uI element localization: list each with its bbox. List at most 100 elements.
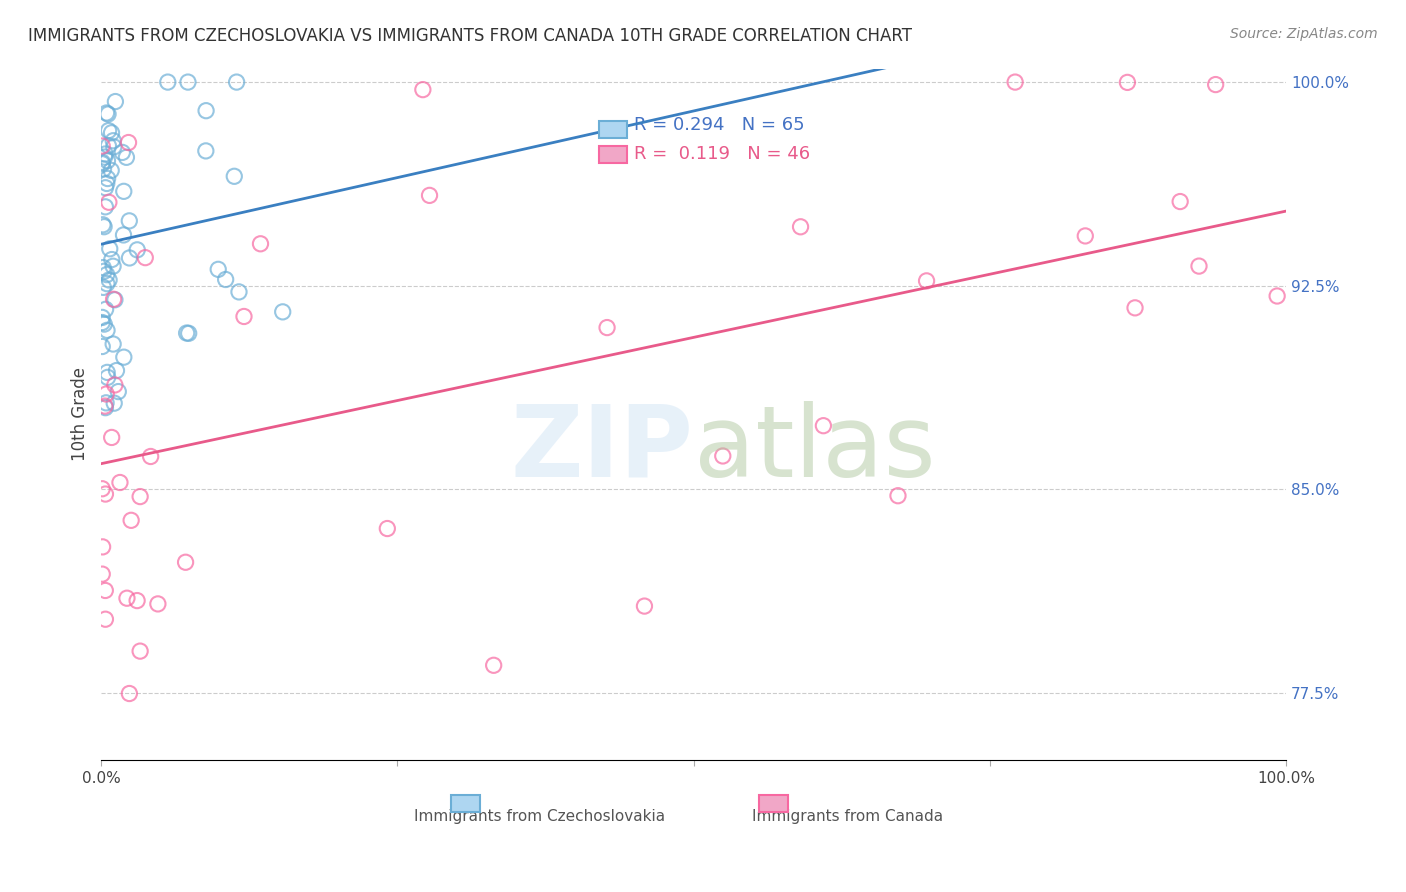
Point	[146, 597, 169, 611]
Point	[228, 285, 250, 299]
Point	[104, 293, 127, 307]
Point	[207, 262, 229, 277]
Point	[418, 188, 440, 202]
Point	[117, 136, 139, 150]
Y-axis label: 10th Grade: 10th Grade	[72, 368, 89, 461]
Point	[1123, 301, 1146, 315]
Point	[118, 251, 141, 265]
Point	[100, 163, 122, 178]
Point	[887, 489, 910, 503]
Point	[789, 219, 811, 234]
Point	[93, 161, 115, 176]
Point	[177, 326, 200, 341]
Point	[91, 310, 114, 325]
Point	[176, 326, 198, 340]
Point	[94, 583, 117, 598]
Point	[633, 599, 655, 613]
Point	[1116, 75, 1139, 89]
Point	[96, 106, 118, 120]
Text: atlas: atlas	[693, 401, 935, 498]
Point	[156, 75, 179, 89]
Point	[94, 612, 117, 626]
Point	[91, 155, 114, 169]
Point	[596, 320, 619, 334]
Point	[91, 567, 114, 582]
Point	[214, 272, 236, 286]
Point	[177, 75, 200, 89]
Point	[98, 273, 121, 287]
Bar	[759, 795, 789, 813]
Point	[1004, 75, 1026, 89]
Point	[97, 138, 120, 153]
Text: Immigrants from Czechoslovakia: Immigrants from Czechoslovakia	[413, 809, 665, 824]
Point	[94, 302, 117, 317]
Text: Immigrants from Canada: Immigrants from Canada	[752, 809, 943, 824]
Point	[1205, 78, 1227, 92]
Point	[129, 490, 152, 504]
Point	[93, 150, 115, 164]
Point	[1074, 228, 1097, 243]
Point	[101, 252, 124, 267]
Point	[129, 644, 152, 658]
Point	[93, 317, 115, 331]
Point	[112, 185, 135, 199]
Point	[97, 171, 120, 186]
Point	[97, 195, 120, 210]
Point	[134, 251, 156, 265]
Point	[174, 555, 197, 569]
Point	[91, 260, 114, 275]
Point	[103, 134, 125, 148]
Point	[96, 323, 118, 337]
Point	[103, 140, 125, 154]
Text: R = 0.294   N = 65: R = 0.294 N = 65	[634, 116, 804, 135]
Point	[97, 107, 120, 121]
Text: Source: ZipAtlas.com: Source: ZipAtlas.com	[1230, 27, 1378, 41]
Point	[101, 337, 124, 351]
Point	[711, 449, 734, 463]
Point	[96, 365, 118, 379]
Point	[91, 280, 114, 294]
Point	[233, 310, 256, 324]
Point	[101, 259, 124, 273]
Point	[115, 591, 138, 606]
Point	[1265, 289, 1288, 303]
Point	[412, 82, 434, 96]
Point	[94, 401, 117, 415]
Point	[195, 103, 218, 118]
Point	[112, 350, 135, 364]
Point	[224, 169, 246, 184]
Point	[91, 482, 114, 496]
Point	[112, 227, 135, 242]
Point	[96, 387, 118, 401]
Point	[118, 214, 141, 228]
Point	[100, 430, 122, 444]
Point	[271, 305, 294, 319]
Point	[103, 293, 125, 307]
Point	[91, 218, 114, 232]
Bar	[450, 795, 481, 813]
Point	[94, 399, 117, 413]
Point	[127, 243, 149, 257]
Point	[94, 487, 117, 501]
Point	[118, 686, 141, 700]
Point	[915, 274, 938, 288]
Point	[96, 153, 118, 168]
Point	[104, 95, 127, 109]
Text: IMMIGRANTS FROM CZECHOSLOVAKIA VS IMMIGRANTS FROM CANADA 10TH GRADE CORRELATION : IMMIGRANTS FROM CZECHOSLOVAKIA VS IMMIGR…	[28, 27, 912, 45]
Point	[96, 177, 118, 191]
Point	[225, 75, 247, 89]
Point	[1168, 194, 1191, 209]
Point	[1188, 259, 1211, 273]
Point	[91, 316, 114, 330]
Point	[104, 378, 127, 392]
Bar	[599, 121, 627, 137]
Point	[96, 268, 118, 282]
Point	[107, 384, 129, 399]
Point	[94, 180, 117, 194]
Point	[96, 277, 118, 291]
Point	[105, 363, 128, 377]
Point	[103, 396, 125, 410]
Point	[108, 475, 131, 490]
Point	[91, 339, 114, 353]
Point	[91, 139, 114, 153]
